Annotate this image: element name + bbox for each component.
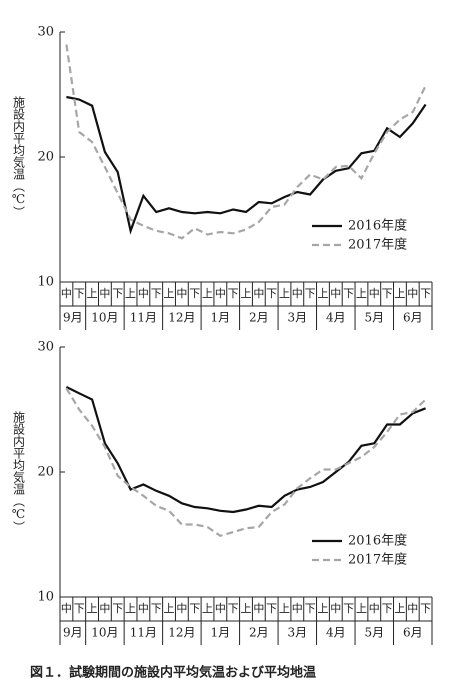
x-tick-label: 上: [125, 602, 136, 615]
x-tick-label: 中: [369, 287, 380, 300]
x-tick-label: 上: [279, 287, 290, 300]
x-tick-label: 中: [138, 602, 149, 615]
x-tick-label: 中: [330, 287, 341, 300]
x-tick-label: 中: [407, 602, 418, 615]
x-tick-label: 上: [202, 602, 213, 615]
x-tick-label: 中: [253, 602, 264, 615]
x-tick-label: 下: [382, 287, 393, 300]
month-label: 3月: [287, 311, 307, 325]
x-tick-label: 上: [317, 287, 328, 300]
x-tick-label: 上: [394, 287, 405, 300]
x-tick-label: 中: [61, 602, 72, 615]
y-tick-label: 20: [37, 465, 54, 480]
x-tick-label: 下: [382, 602, 393, 615]
month-label: 2月: [249, 626, 269, 640]
x-tick-label: 上: [317, 602, 328, 615]
x-tick-label: 下: [266, 287, 277, 300]
x-tick-label: 上: [164, 602, 175, 615]
x-tick-label: 下: [112, 602, 123, 615]
series-line: [65, 386, 427, 514]
y-tick-label: 30: [37, 340, 54, 355]
y-tick-label: 30: [37, 25, 54, 40]
month-label: 10月: [91, 626, 118, 640]
legend-label: 2016年度: [348, 218, 407, 234]
month-label: 2月: [249, 311, 269, 325]
y-tick-label: 10: [37, 275, 54, 290]
x-tick-label: 中: [369, 602, 380, 615]
month-label: 6月: [403, 311, 423, 325]
month-label: 4月: [326, 311, 346, 325]
x-tick-label: 上: [125, 287, 136, 300]
y-axis-label: 施設内平均気温（℃）: [12, 411, 26, 533]
month-label: 12月: [168, 626, 195, 640]
x-tick-label: 下: [189, 287, 200, 300]
x-tick-label: 下: [151, 287, 162, 300]
month-label: 5月: [364, 311, 384, 325]
x-tick-label: 上: [279, 602, 290, 615]
month-label: 11月: [130, 311, 157, 325]
x-tick-label: 下: [420, 602, 431, 615]
month-label: 9月: [63, 311, 83, 325]
x-tick-label: 中: [407, 287, 418, 300]
x-tick-label: 中: [215, 602, 226, 615]
legend-label: 2016年度: [348, 533, 407, 549]
series-line: [65, 387, 427, 538]
series-line: [65, 44, 427, 240]
month-label: 12月: [168, 311, 195, 325]
month-label: 1月: [211, 311, 231, 325]
legend-label: 2017年度: [348, 237, 407, 253]
month-label: 5月: [364, 626, 384, 640]
x-tick-label: 中: [253, 287, 264, 300]
x-tick-label: 上: [202, 287, 213, 300]
x-tick-label: 上: [356, 287, 367, 300]
x-tick-label: 下: [74, 287, 85, 300]
month-label: 9月: [63, 626, 83, 640]
x-tick-label: 下: [420, 287, 431, 300]
x-tick-label: 上: [164, 287, 175, 300]
x-tick-label: 中: [138, 287, 149, 300]
month-label: 10月: [91, 311, 118, 325]
legend-label: 2017年度: [348, 552, 407, 568]
x-tick-label: 中: [292, 602, 303, 615]
x-tick-label: 下: [189, 602, 200, 615]
x-tick-label: 上: [241, 602, 252, 615]
x-tick-label: 中: [330, 602, 341, 615]
x-tick-label: 下: [151, 602, 162, 615]
series-line: [66, 95, 427, 235]
x-tick-label: 中: [176, 602, 187, 615]
x-tick-label: 下: [112, 287, 123, 300]
y-tick-label: 10: [37, 590, 54, 605]
x-tick-label: 下: [305, 602, 316, 615]
x-tick-label: 下: [305, 287, 316, 300]
x-tick-label: 下: [74, 602, 85, 615]
y-tick-label: 20: [37, 150, 54, 165]
x-tick-label: 下: [343, 602, 354, 615]
month-label: 4月: [326, 626, 346, 640]
x-tick-label: 中: [292, 287, 303, 300]
x-tick-label: 下: [343, 287, 354, 300]
x-tick-label: 上: [394, 602, 405, 615]
x-tick-label: 中: [61, 287, 72, 300]
x-tick-label: 中: [215, 287, 226, 300]
month-label: 3月: [287, 626, 307, 640]
x-tick-label: 中: [176, 287, 187, 300]
caption: 図１．試験期間の施設内平均気温および平均地温: [30, 665, 316, 681]
month-label: 1月: [211, 626, 231, 640]
x-tick-label: 上: [356, 602, 367, 615]
month-label: 6月: [403, 626, 423, 640]
x-tick-label: 下: [266, 602, 277, 615]
x-tick-label: 上: [87, 287, 98, 300]
month-label: 11月: [130, 626, 157, 640]
x-tick-label: 下: [228, 602, 239, 615]
x-tick-label: 中: [99, 287, 110, 300]
x-tick-label: 中: [99, 602, 110, 615]
x-tick-label: 上: [87, 602, 98, 615]
y-axis-label: 施設内平均気温（℃）: [12, 96, 26, 218]
x-tick-label: 下: [228, 287, 239, 300]
x-tick-label: 上: [241, 287, 252, 300]
